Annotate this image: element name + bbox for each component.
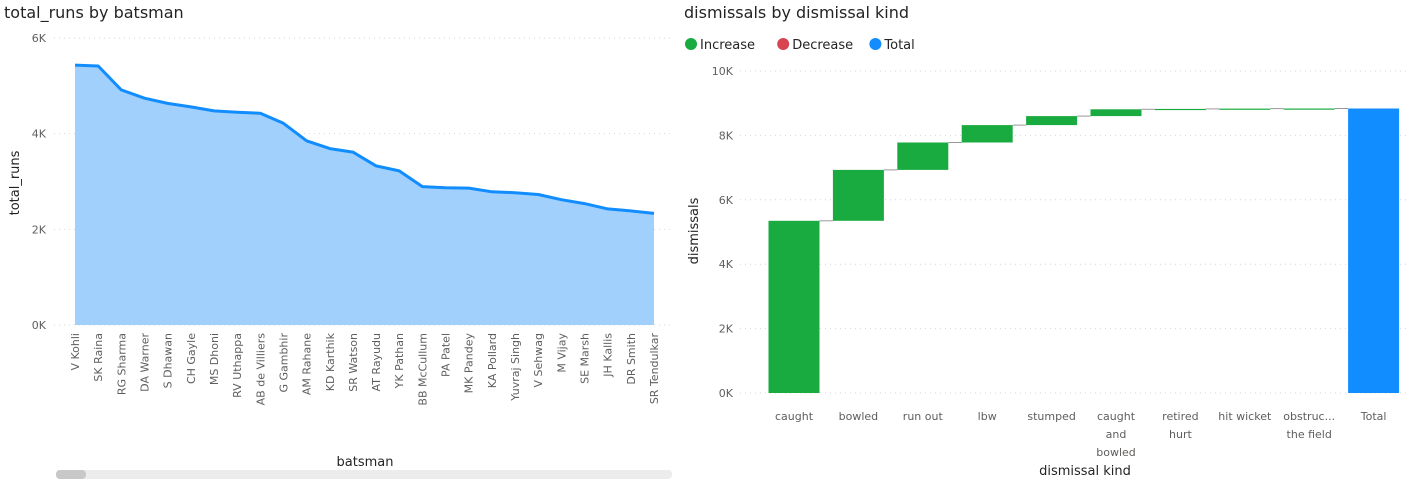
runs-x-tick-label: AM Rahane (301, 333, 314, 395)
runs-x-tick-label: AT Rayudu (370, 333, 383, 391)
dismissals-x-tick-label: hit wicket (1218, 410, 1272, 423)
runs-x-tick-label: KD Karthik (324, 332, 337, 391)
runs-chart-title: total_runs by batsman (4, 3, 184, 23)
runs-y-tick-label: 0K (32, 319, 47, 332)
waterfall-bar[interactable] (1154, 108, 1206, 111)
runs-x-tick-label: M Vijay (555, 333, 568, 373)
runs-x-tick-label: Yuvraj Singh (509, 333, 522, 402)
legend-marker (777, 38, 790, 50)
scrollbar-track[interactable] (56, 470, 672, 479)
dismissals-waterfall-chart[interactable]: dismissals by dismissal kind Increase Dec… (684, 3, 1410, 479)
runs-x-tick-label: RG Sharma (115, 333, 128, 395)
runs-x-tick-label: SR Watson (347, 333, 360, 392)
waterfall-bar[interactable] (1026, 116, 1078, 126)
legend-marker (869, 38, 882, 50)
legend: Increase Decrease Total (685, 38, 915, 53)
legend-marker (685, 38, 697, 50)
runs-x-tick-label: MK Pandey (463, 333, 476, 394)
dismissals-y-tick-label: 10K (712, 65, 734, 78)
dismissals-x-tick-label: retired hurt (1162, 410, 1198, 441)
runs-x-tick-label: YK Pathan (393, 333, 406, 389)
waterfall-bar[interactable] (1283, 108, 1335, 110)
dismissals-x-tick-label: obstruc... the field (1283, 410, 1335, 441)
dismissals-y-tick-label: 6K (719, 194, 734, 207)
dismissals-chart-title: dismissals by dismissal kind (684, 3, 909, 22)
dismissals-x-tick-label: caught and bowled (1096, 410, 1136, 459)
dismissals-x-tick-label: Total (1360, 410, 1387, 423)
runs-x-tick-label: PA Patel (440, 333, 453, 377)
runs-x-tick-label: JH Kallis (602, 333, 615, 378)
dismissals-y-axis-title: dismissals (687, 197, 702, 264)
legend-label: Decrease (792, 38, 853, 53)
runs-area-chart[interactable]: total_runs by batsman 0K 2K 4K 6K V Kohli SK… (4, 3, 672, 479)
runs-x-tick-label: BB McCullum (416, 333, 429, 406)
legend-item-decrease[interactable]: Decrease (777, 38, 853, 53)
dismissals-y-tick-label: 2K (719, 323, 734, 336)
runs-x-tick-label: RV Uthappa (231, 333, 244, 398)
runs-x-tick-label: AB de Villiers (254, 333, 267, 406)
runs-x-tick-label: G Gambhir (277, 333, 290, 393)
dismissals-y-tick-label: 8K (719, 129, 734, 142)
dismissals-x-tick-label: stumped (1027, 410, 1075, 423)
runs-x-tick-label: V Sehwag (532, 333, 545, 387)
runs-x-tick-label: S Dhawan (162, 333, 175, 388)
runs-y-axis-title: total_runs (8, 150, 23, 215)
runs-y-tick-label: 4K (32, 128, 47, 141)
legend-item-increase[interactable]: Increase (685, 38, 755, 53)
waterfall-bar[interactable] (1348, 108, 1400, 394)
runs-x-tick-label: CH Gayle (185, 333, 198, 384)
legend-label: Total (883, 38, 914, 53)
runs-area-fill (75, 65, 654, 325)
dismissals-x-tick-label: run out (903, 410, 944, 423)
runs-x-axis-title: batsman (337, 455, 394, 470)
legend-item-total[interactable]: Total (869, 38, 915, 53)
waterfall-bar[interactable] (1219, 108, 1271, 110)
runs-x-tick-label: KA Pollard (486, 333, 499, 388)
waterfall-bar[interactable] (961, 125, 1013, 143)
dismissals-x-axis-title: dismissal kind (1039, 464, 1131, 479)
runs-x-tick-label: SE Marsh (579, 333, 592, 384)
runs-y-tick-label: 2K (32, 223, 47, 236)
runs-series-line (74, 63, 655, 215)
dismissals-y-tick-label: 4K (719, 258, 734, 271)
runs-x-tick-label: DR Smith (625, 333, 638, 385)
waterfall-bar[interactable] (897, 142, 949, 170)
runs-x-tick-label: V Kohli (69, 333, 82, 371)
dismissals-x-tick-label: caught (775, 410, 814, 423)
dismissals-x-tick-label: lbw (978, 410, 997, 423)
runs-x-tick-label: SK Raina (92, 333, 105, 382)
runs-y-tick-label: 6K (32, 32, 47, 45)
runs-x-tick-label: MS Dhoni (208, 333, 221, 385)
scrollbar-thumb[interactable] (56, 470, 86, 479)
waterfall-bar[interactable] (768, 220, 820, 393)
waterfall-bar[interactable] (832, 169, 884, 221)
legend-label: Increase (700, 38, 755, 53)
dismissals-y-tick-label: 0K (719, 387, 734, 400)
runs-x-tick-label: DA Warner (139, 333, 152, 392)
dismissals-x-tick-label: bowled (839, 410, 879, 423)
waterfall-bar[interactable] (1090, 109, 1142, 117)
runs-x-tick-label: SR Tendulkar (648, 333, 661, 405)
horizontal-scrollbar[interactable] (56, 470, 672, 479)
